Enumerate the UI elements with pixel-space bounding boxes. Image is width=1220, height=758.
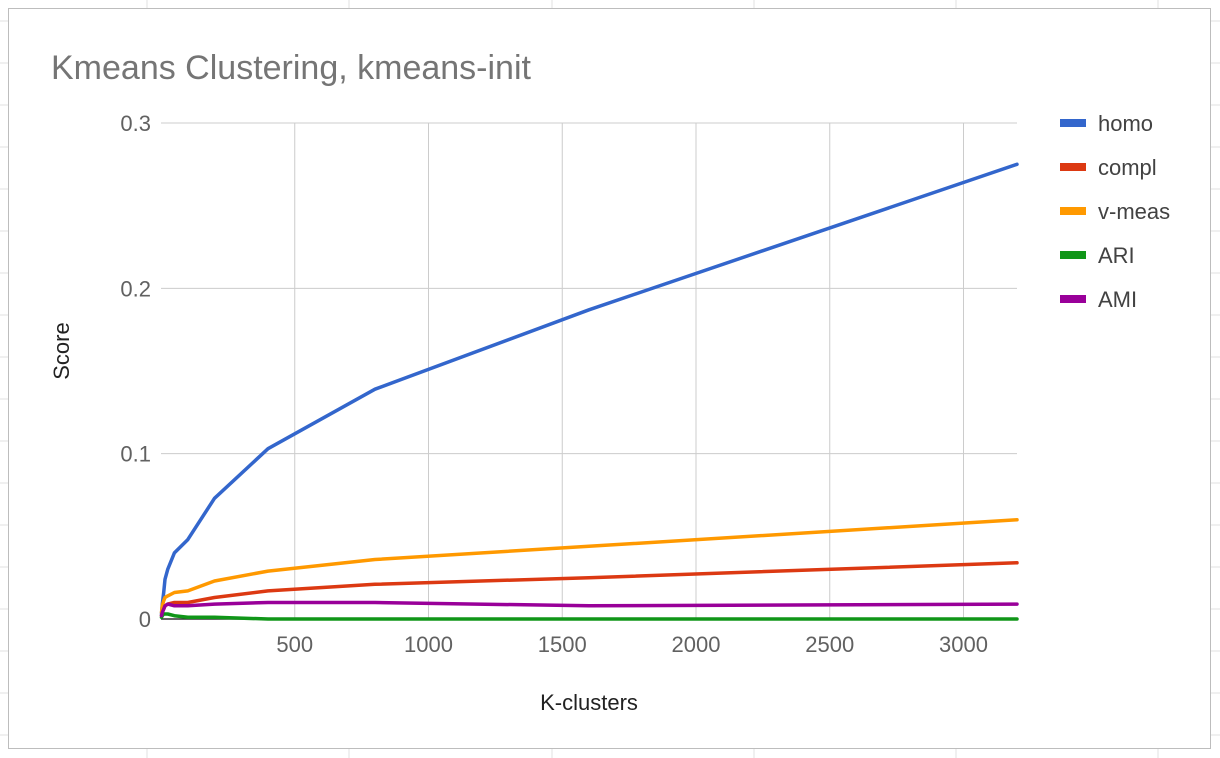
y-tick-label: 0.1 xyxy=(120,442,151,467)
legend-swatch-v-meas xyxy=(1060,207,1086,215)
legend-label-v-meas: v-meas xyxy=(1098,199,1170,224)
y-tick-label: 0 xyxy=(139,607,151,632)
legend-label-compl: compl xyxy=(1098,155,1157,180)
series-line-AMI[interactable] xyxy=(159,600,1019,618)
x-tick-label: 2000 xyxy=(672,632,721,657)
series-line-homo[interactable] xyxy=(159,162,1019,616)
x-tick-label: 1000 xyxy=(404,632,453,657)
y-axis-label: Score xyxy=(49,322,74,379)
legend-label-ARI: ARI xyxy=(1098,243,1135,268)
legend: homo compl v-meas ARI AMI xyxy=(1060,111,1170,312)
y-tick-label: 0.2 xyxy=(120,276,151,301)
legend-swatch-homo xyxy=(1060,119,1086,127)
line-chart: 500 1000 1500 2000 2500 3000 0 0.1 0.2 0.3 K-clust… xyxy=(49,111,1170,715)
x-tick-label: 500 xyxy=(276,632,313,657)
legend-label-homo: homo xyxy=(1098,111,1153,136)
legend-swatch-compl xyxy=(1060,163,1086,171)
y-tick-label: 0.3 xyxy=(120,111,151,136)
series-line-v-meas[interactable] xyxy=(159,518,1019,615)
chart-card[interactable]: Kmeans Clustering, kmeans-init 500 1000 15… xyxy=(8,8,1211,749)
legend-swatch-ARI xyxy=(1060,251,1086,259)
series-lines xyxy=(159,162,1019,621)
chart-title: Kmeans Clustering, kmeans-init xyxy=(51,49,531,87)
x-tick-label: 1500 xyxy=(538,632,587,657)
legend-swatch-AMI xyxy=(1060,295,1086,303)
x-axis-label: K-clusters xyxy=(540,690,638,715)
series-line-ARI[interactable] xyxy=(159,612,1019,621)
legend-label-AMI: AMI xyxy=(1098,287,1137,312)
x-tick-label: 2500 xyxy=(805,632,854,657)
x-tick-label: 3000 xyxy=(939,632,988,657)
series-line-compl[interactable] xyxy=(159,561,1019,618)
